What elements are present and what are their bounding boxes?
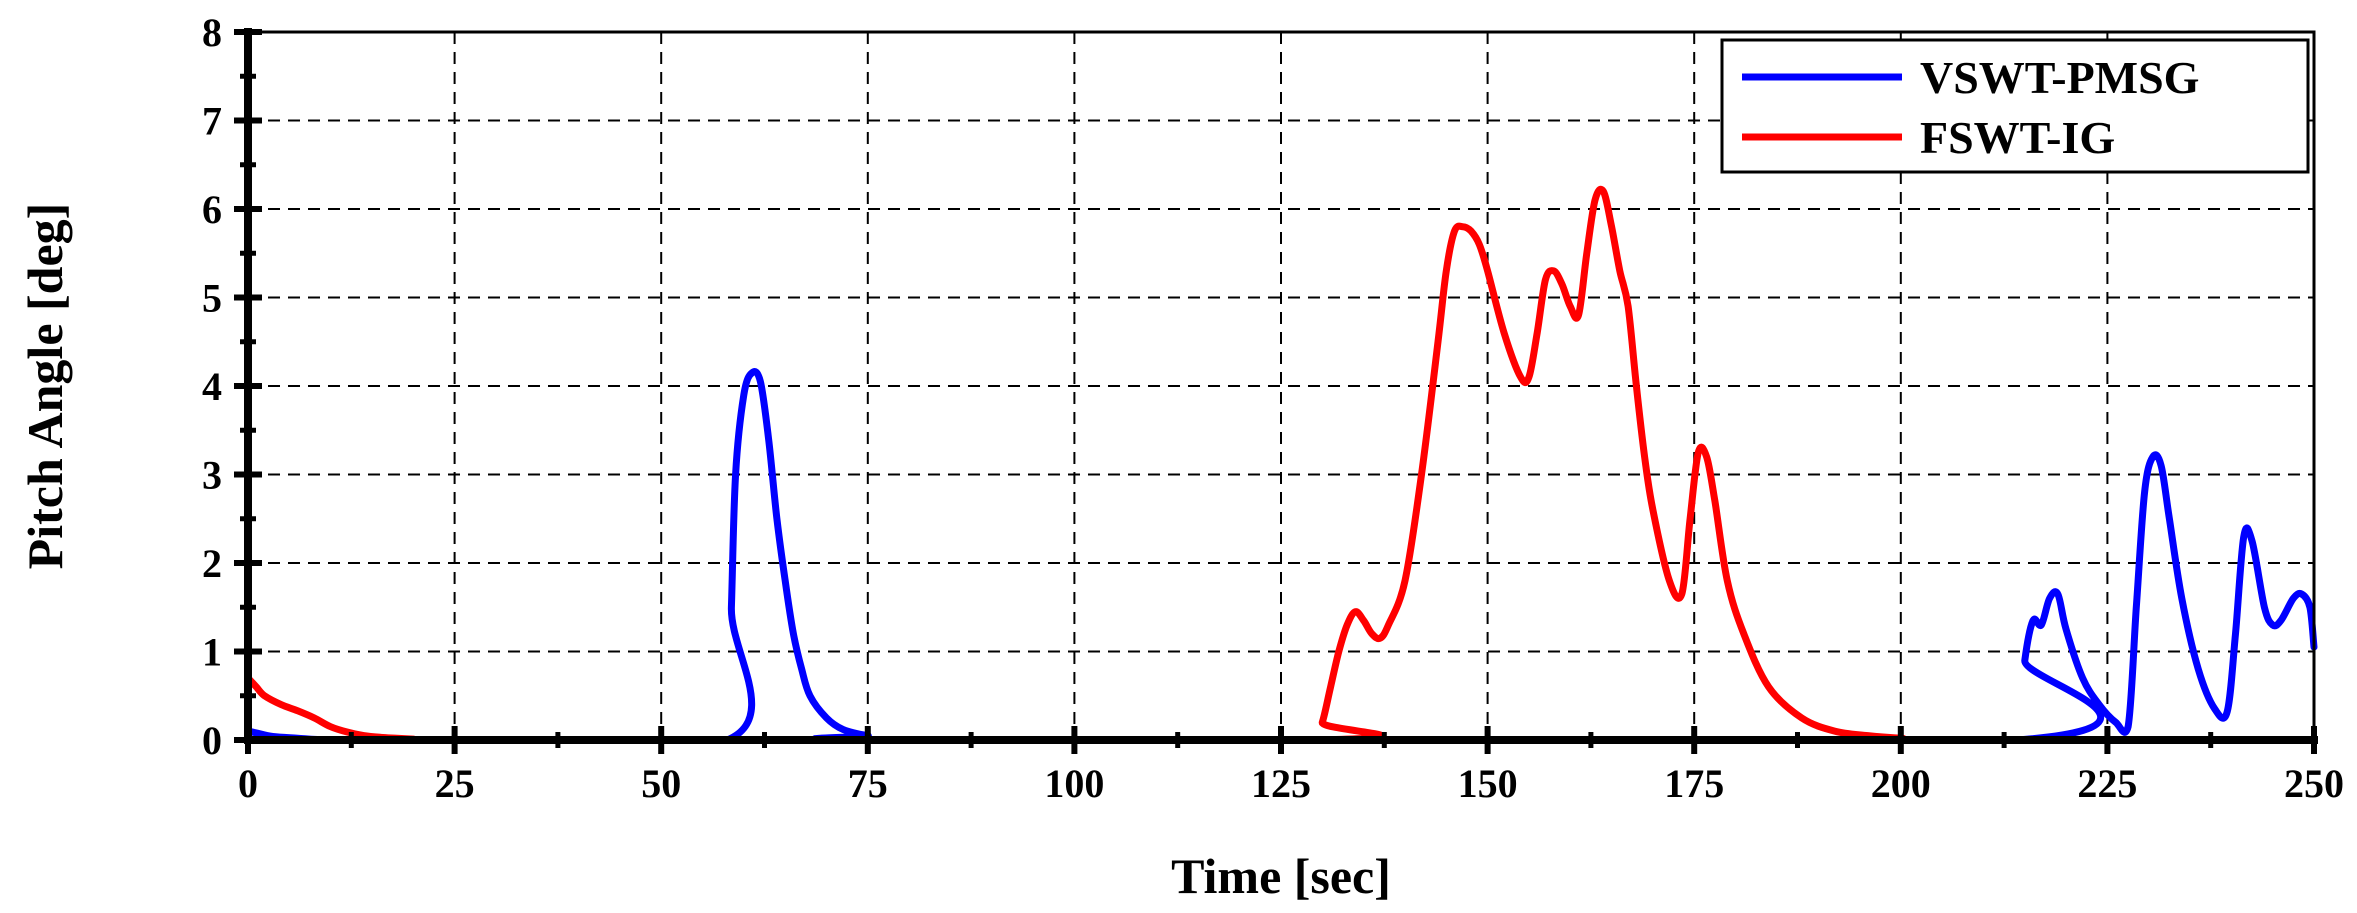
y-axis-title: Pitch Angle [deg] bbox=[17, 203, 73, 570]
x-tick-label: 150 bbox=[1458, 761, 1518, 806]
y-tick-label: 7 bbox=[202, 99, 222, 144]
y-tick-label: 8 bbox=[202, 10, 222, 55]
y-tick-label: 0 bbox=[202, 718, 222, 763]
x-tick-label: 125 bbox=[1251, 761, 1311, 806]
legend: VSWT-PMSG FSWT-IG bbox=[1720, 38, 2310, 174]
y-tick-label: 3 bbox=[202, 453, 222, 498]
legend-label-vswt-pmsg: VSWT-PMSG bbox=[1920, 52, 2199, 103]
x-tick-label: 100 bbox=[1044, 761, 1104, 806]
x-tick-label: 75 bbox=[848, 761, 888, 806]
y-tick-label: 4 bbox=[202, 364, 222, 409]
y-tick-label: 6 bbox=[202, 187, 222, 232]
y-tick-label: 2 bbox=[202, 541, 222, 586]
tick-labels: 0 25 50 75 100 125 150 175 200 225 250 0 1 2 3 4 5 6 7 8 bbox=[202, 10, 2344, 806]
y-tick-label: 5 bbox=[202, 276, 222, 321]
series-line bbox=[244, 368, 2318, 744]
x-tick-label: 200 bbox=[1871, 761, 1931, 806]
ticks bbox=[234, 29, 2317, 754]
x-tick-label: 0 bbox=[238, 761, 258, 806]
x-tick-label: 50 bbox=[641, 761, 681, 806]
x-axis-title: Time [sec] bbox=[1171, 848, 1391, 904]
x-tick-label: 25 bbox=[435, 761, 475, 806]
grid bbox=[248, 32, 2314, 740]
legend-label-fswt-ig: FSWT-IG bbox=[1920, 112, 2115, 163]
x-tick-label: 225 bbox=[2077, 761, 2137, 806]
series-vswt-pmsg bbox=[244, 368, 2318, 744]
x-tick-label: 175 bbox=[1664, 761, 1724, 806]
y-tick-label: 1 bbox=[202, 630, 222, 675]
x-tick-label: 250 bbox=[2284, 761, 2344, 806]
legend-box bbox=[1720, 38, 2310, 174]
